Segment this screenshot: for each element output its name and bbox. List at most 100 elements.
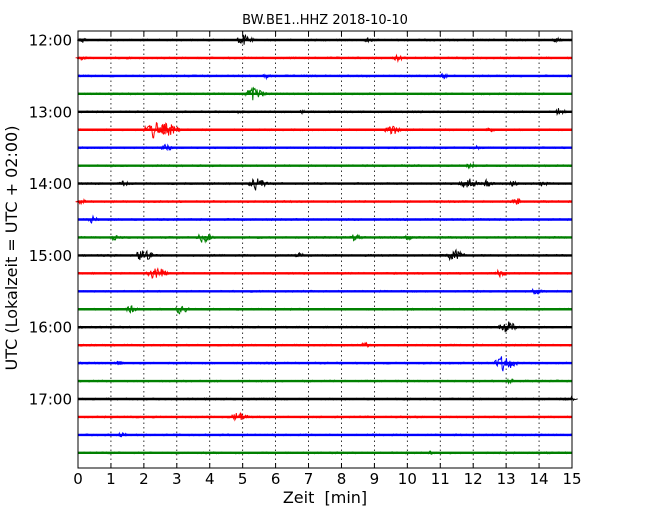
y-tick-label: 16:00: [29, 319, 72, 337]
trace-row: [77, 305, 573, 315]
x-tick-label: 9: [370, 470, 380, 488]
seismic-event: [503, 377, 519, 385]
seismic-event: [549, 36, 565, 44]
seismic-event: [141, 121, 173, 139]
trace-row: [77, 267, 573, 280]
seismic-event: [145, 267, 172, 280]
trace-noise: [77, 451, 573, 455]
trace-row: [77, 214, 573, 224]
x-tick-label: 13: [497, 470, 516, 488]
trace-noise: [77, 92, 573, 96]
x-tick-label: 15: [562, 470, 581, 488]
trace-noise: [77, 253, 573, 258]
seismic-event: [241, 86, 269, 101]
trace-row: [77, 108, 573, 117]
x-tick-label: 12: [464, 470, 483, 488]
y-tick-label: 17:00: [29, 391, 72, 409]
seismic-event: [401, 234, 417, 241]
trace-noise: [77, 38, 573, 42]
x-axis-label: Zeit [min]: [283, 488, 367, 507]
seismic-event: [529, 287, 547, 295]
x-tick-label: 11: [431, 470, 450, 488]
seismic-event: [479, 177, 497, 187]
trace-row: [77, 450, 573, 455]
trace-noise: [77, 307, 573, 312]
seismic-event: [437, 72, 453, 80]
trace-row: [77, 33, 573, 45]
seismic-event: [464, 162, 480, 170]
trace-row: [75, 53, 573, 63]
y-tick-label: 13:00: [29, 103, 72, 121]
plot-frame: [77, 30, 573, 469]
y-axis: 12:00 13:00 14:00 15:00 16:00 17:00: [29, 32, 572, 409]
seismic-event: [246, 177, 271, 191]
trace-noise: [77, 397, 573, 401]
seismic-event: [536, 181, 552, 187]
trace-noise: [77, 235, 573, 240]
seismic-event: [457, 178, 482, 188]
y-tick-label: 12:00: [29, 32, 72, 50]
seismic-event: [358, 341, 374, 348]
seismic-event: [390, 53, 408, 63]
trace-noise: [77, 415, 572, 419]
y-tick-label: 14:00: [29, 175, 72, 193]
trace-row: [77, 121, 573, 139]
trace-noise: [77, 361, 573, 365]
seismic-event: [156, 122, 183, 136]
trace-row: [77, 177, 572, 191]
seismic-event: [194, 233, 217, 244]
y-tick-label: 15:00: [29, 247, 72, 265]
seismic-event: [506, 180, 522, 187]
trace-noise: [77, 289, 573, 293]
trace-row: [77, 72, 573, 81]
trace-row: [75, 197, 573, 206]
trace-noise: [77, 343, 573, 347]
trace-group: [75, 33, 578, 455]
x-tick-label: 5: [238, 470, 248, 488]
grid-lines: [110, 31, 540, 468]
seismic-event: [471, 144, 484, 151]
trace-noise: [77, 379, 573, 383]
seismic-event: [491, 356, 521, 372]
trace-noise: [77, 199, 573, 204]
trace-noise: [77, 217, 573, 222]
seismic-event: [158, 143, 176, 152]
trace-row: [77, 412, 572, 422]
trace-noise: [77, 56, 573, 60]
seismic-event: [492, 268, 510, 279]
trace-row: [77, 431, 572, 438]
y-axis-label: UTC (Lokalzeit = UTC + 02:00): [2, 126, 21, 371]
x-axis: 0 1 2 3 4 5 6 7 8 9 10 11 12 13 14 15: [73, 31, 582, 488]
seismic-event: [382, 125, 405, 135]
trace-noise: [77, 181, 572, 186]
x-tick-label: 2: [139, 470, 149, 488]
seismic-event: [443, 248, 469, 262]
x-tick-label: 7: [304, 470, 314, 488]
seismic-event: [297, 109, 310, 115]
x-tick-label: 0: [73, 470, 83, 488]
seismic-event: [172, 305, 192, 315]
seismic-event: [108, 235, 124, 242]
trace-row: [77, 86, 573, 101]
seismic-event: [234, 109, 247, 115]
trace-row: [77, 287, 573, 295]
seismic-event: [111, 360, 127, 366]
x-tick-label: 6: [271, 470, 281, 488]
trace-noise: [77, 110, 573, 114]
x-tick-label: 8: [337, 470, 347, 488]
trace-noise: [77, 163, 573, 168]
seismic-event: [347, 233, 366, 242]
x-tick-label: 4: [205, 470, 215, 488]
seismic-event: [234, 33, 257, 45]
seismic-event: [132, 249, 157, 261]
seismic-event: [229, 412, 252, 422]
trace-row: [77, 233, 573, 244]
trace-noise: [77, 74, 573, 78]
chart-title: BW.BE1..HHZ 2018-10-10: [242, 13, 408, 28]
seismic-event: [361, 37, 377, 44]
seismic-event: [84, 214, 102, 224]
trace-row: [77, 395, 578, 402]
seismic-event: [496, 321, 521, 333]
seismic-event: [509, 197, 527, 205]
